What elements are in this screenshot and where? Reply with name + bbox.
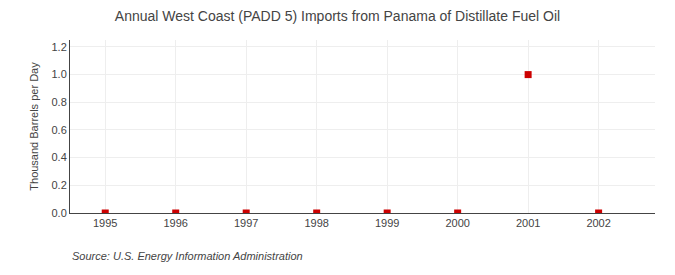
svg-text:2001: 2001	[516, 217, 540, 229]
svg-text:1.2: 1.2	[52, 41, 67, 53]
svg-text:1998: 1998	[304, 217, 328, 229]
svg-text:1996: 1996	[163, 217, 187, 229]
svg-text:Annual West Coast (PADD 5) Imp: Annual West Coast (PADD 5) Imports from …	[115, 8, 560, 24]
svg-text:0.8: 0.8	[52, 96, 67, 108]
svg-text:1995: 1995	[93, 217, 117, 229]
svg-text:0.4: 0.4	[52, 151, 67, 163]
svg-text:0.2: 0.2	[52, 179, 67, 191]
svg-text:2000: 2000	[445, 217, 469, 229]
svg-text:Source: U.S. Energy Informatio: Source: U.S. Energy Information Administ…	[72, 250, 303, 262]
svg-text:1.0: 1.0	[52, 68, 67, 80]
svg-text:1997: 1997	[234, 217, 258, 229]
svg-text:0.0: 0.0	[52, 207, 67, 219]
svg-text:Thousand Barrels per Day: Thousand Barrels per Day	[28, 62, 40, 191]
svg-text:0.6: 0.6	[52, 124, 67, 136]
svg-text:2002: 2002	[586, 217, 610, 229]
svg-text:1999: 1999	[375, 217, 399, 229]
